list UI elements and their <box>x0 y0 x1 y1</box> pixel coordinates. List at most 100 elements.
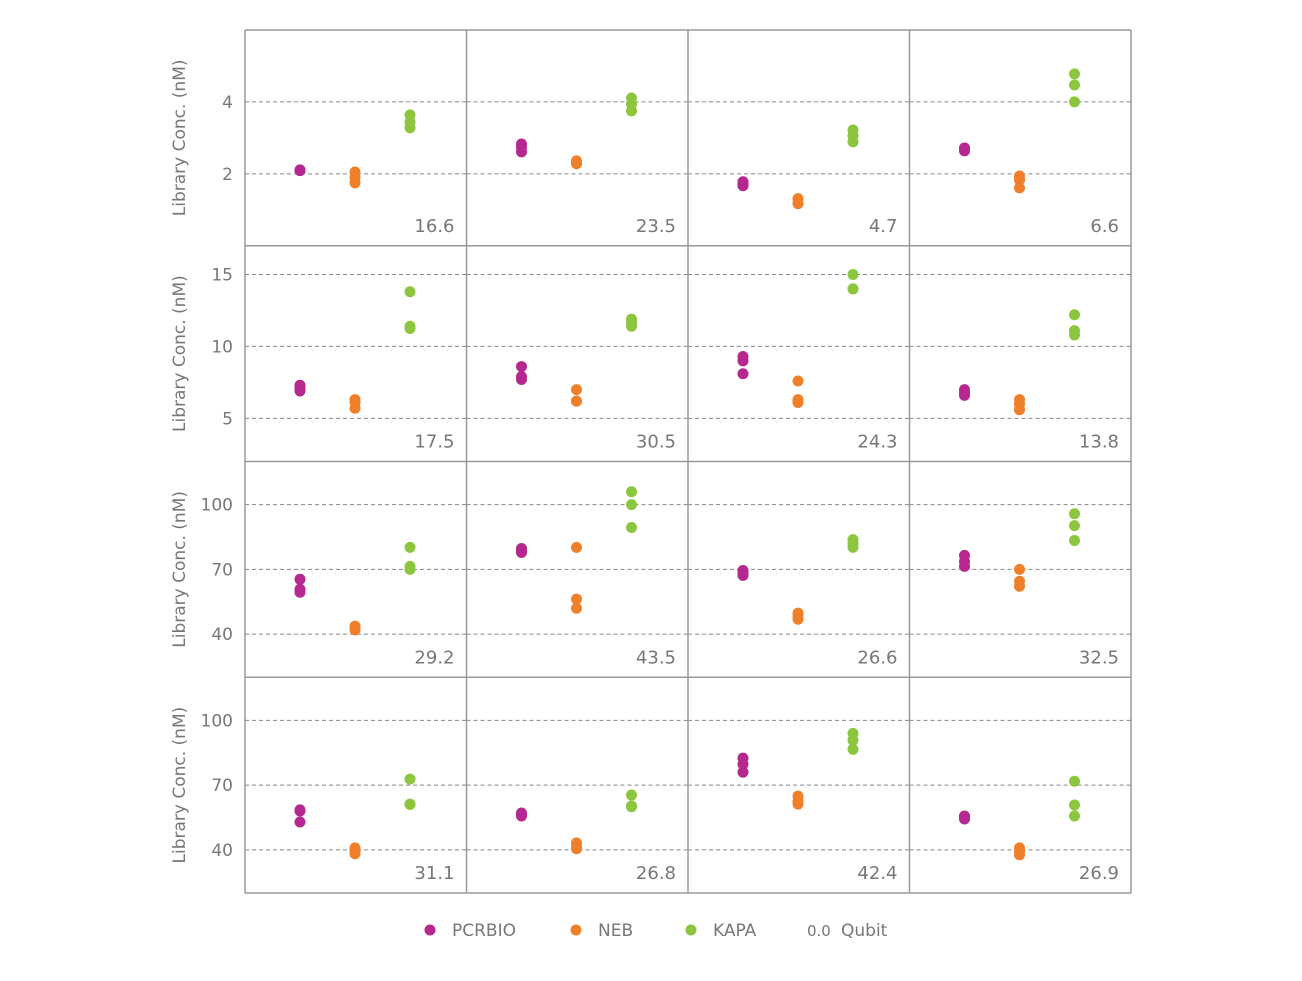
qubit-label: 26.6 <box>857 647 897 668</box>
data-point-pcrbio <box>737 355 749 367</box>
qubit-label: 4.7 <box>869 216 898 237</box>
data-point-kapa <box>404 773 416 785</box>
facet-panel: 23.5 <box>466 92 688 237</box>
data-point-kapa <box>847 541 859 553</box>
data-point-neb <box>571 541 582 553</box>
y-tick-label: 10 <box>211 337 233 357</box>
data-point-pcrbio <box>959 389 970 401</box>
data-point-neb <box>349 848 361 860</box>
data-point-neb <box>1014 563 1025 575</box>
facet-panel: 16.6 <box>245 101 467 237</box>
data-point-neb <box>571 158 582 170</box>
data-point-pcrbio <box>516 146 527 158</box>
data-point-kapa <box>626 499 637 511</box>
y-tick-label: 40 <box>211 625 233 645</box>
y-axis-label: Library Conc. (nM) <box>170 707 190 864</box>
data-point-neb <box>1014 182 1025 194</box>
qubit-label: 43.5 <box>636 647 676 668</box>
data-point-pcrbio <box>959 145 970 157</box>
data-point-neb <box>792 798 804 810</box>
data-point-kapa <box>847 734 859 746</box>
y-tick-label: 100 <box>201 711 233 731</box>
legend-label: NEB <box>598 921 633 941</box>
y-axis-label: Library Conc. (nM) <box>170 275 190 432</box>
data-point-pcrbio <box>294 573 306 585</box>
data-point-kapa <box>1069 775 1080 787</box>
data-point-kapa <box>847 269 859 281</box>
data-point-pcrbio <box>294 165 306 177</box>
qubit-label: 13.8 <box>1079 432 1119 453</box>
facet-panel: 17.5 <box>245 274 467 453</box>
data-point-pcrbio <box>737 368 749 380</box>
data-point-neb <box>571 384 582 396</box>
data-point-neb <box>792 198 804 210</box>
data-point-kapa <box>1069 520 1080 532</box>
data-point-kapa <box>847 743 859 755</box>
data-point-pcrbio <box>959 813 970 825</box>
data-point-kapa <box>404 322 416 334</box>
qubit-label: 26.9 <box>1079 863 1119 884</box>
data-point-kapa <box>1069 810 1080 822</box>
legend-marker-kapa <box>685 924 697 936</box>
data-point-neb <box>571 593 582 605</box>
data-point-kapa <box>626 789 637 801</box>
facet-panel: 26.6 <box>688 504 910 668</box>
data-point-kapa <box>404 541 416 553</box>
qubit-label: 26.8 <box>636 863 676 884</box>
qubit-label: 23.5 <box>636 216 676 237</box>
data-point-kapa <box>1069 309 1080 321</box>
data-point-neb <box>792 375 804 387</box>
facet-panel: 26.8 <box>466 719 688 884</box>
data-point-neb <box>349 177 361 189</box>
y-axis-label: Library Conc. (nM) <box>170 59 190 216</box>
data-point-pcrbio <box>294 816 306 828</box>
data-point-kapa <box>626 801 637 813</box>
facet-panel: 6.6 <box>909 68 1131 237</box>
data-point-neb <box>349 624 361 636</box>
data-point-kapa <box>404 563 416 575</box>
qubit-label: 30.5 <box>636 432 676 453</box>
y-tick-label: 5 <box>222 409 233 429</box>
data-point-neb <box>349 402 361 414</box>
y-tick-label: 70 <box>211 776 233 796</box>
data-point-pcrbio <box>737 766 749 778</box>
qubit-label: 24.3 <box>857 432 897 453</box>
qubit-label: 31.1 <box>414 863 454 884</box>
data-point-kapa <box>626 522 637 534</box>
qubit-label: 42.4 <box>857 863 897 884</box>
facet-panel: 32.5 <box>909 504 1131 668</box>
y-tick-label: 40 <box>211 841 233 861</box>
data-point-pcrbio <box>516 810 527 822</box>
legend-marker-neb <box>570 924 582 936</box>
qubit-label: 17.5 <box>414 432 454 453</box>
data-point-pcrbio <box>737 758 749 770</box>
legend-qubit-example: 0.0 <box>807 922 831 940</box>
data-point-kapa <box>404 122 416 134</box>
data-point-kapa <box>1069 799 1080 811</box>
data-point-pcrbio <box>294 586 306 598</box>
data-point-kapa <box>1069 534 1080 546</box>
data-point-kapa <box>1069 508 1080 520</box>
data-point-pcrbio <box>737 569 749 581</box>
data-point-neb <box>1014 174 1025 186</box>
legend-label: PCRBIO <box>452 921 516 941</box>
facet-panel: 13.8 <box>909 274 1131 453</box>
data-point-kapa <box>847 136 859 148</box>
data-point-neb <box>571 395 582 407</box>
y-tick-label: 15 <box>211 266 233 286</box>
data-point-pcrbio <box>294 805 306 817</box>
facet-panel: 26.9 <box>909 719 1131 884</box>
legend-qubit-label: Qubit <box>841 921 888 941</box>
data-point-kapa <box>404 286 416 298</box>
data-point-kapa <box>404 799 416 811</box>
qubit-label: 6.6 <box>1090 216 1119 237</box>
facet-panel: 29.2 <box>245 504 467 668</box>
data-point-pcrbio <box>516 547 527 559</box>
qubit-label: 32.5 <box>1079 647 1119 668</box>
data-point-kapa <box>626 105 637 117</box>
y-tick-label: 2 <box>222 165 233 185</box>
data-point-pcrbio <box>959 560 970 572</box>
data-point-neb <box>1014 849 1025 861</box>
qubit-label: 16.6 <box>414 216 454 237</box>
